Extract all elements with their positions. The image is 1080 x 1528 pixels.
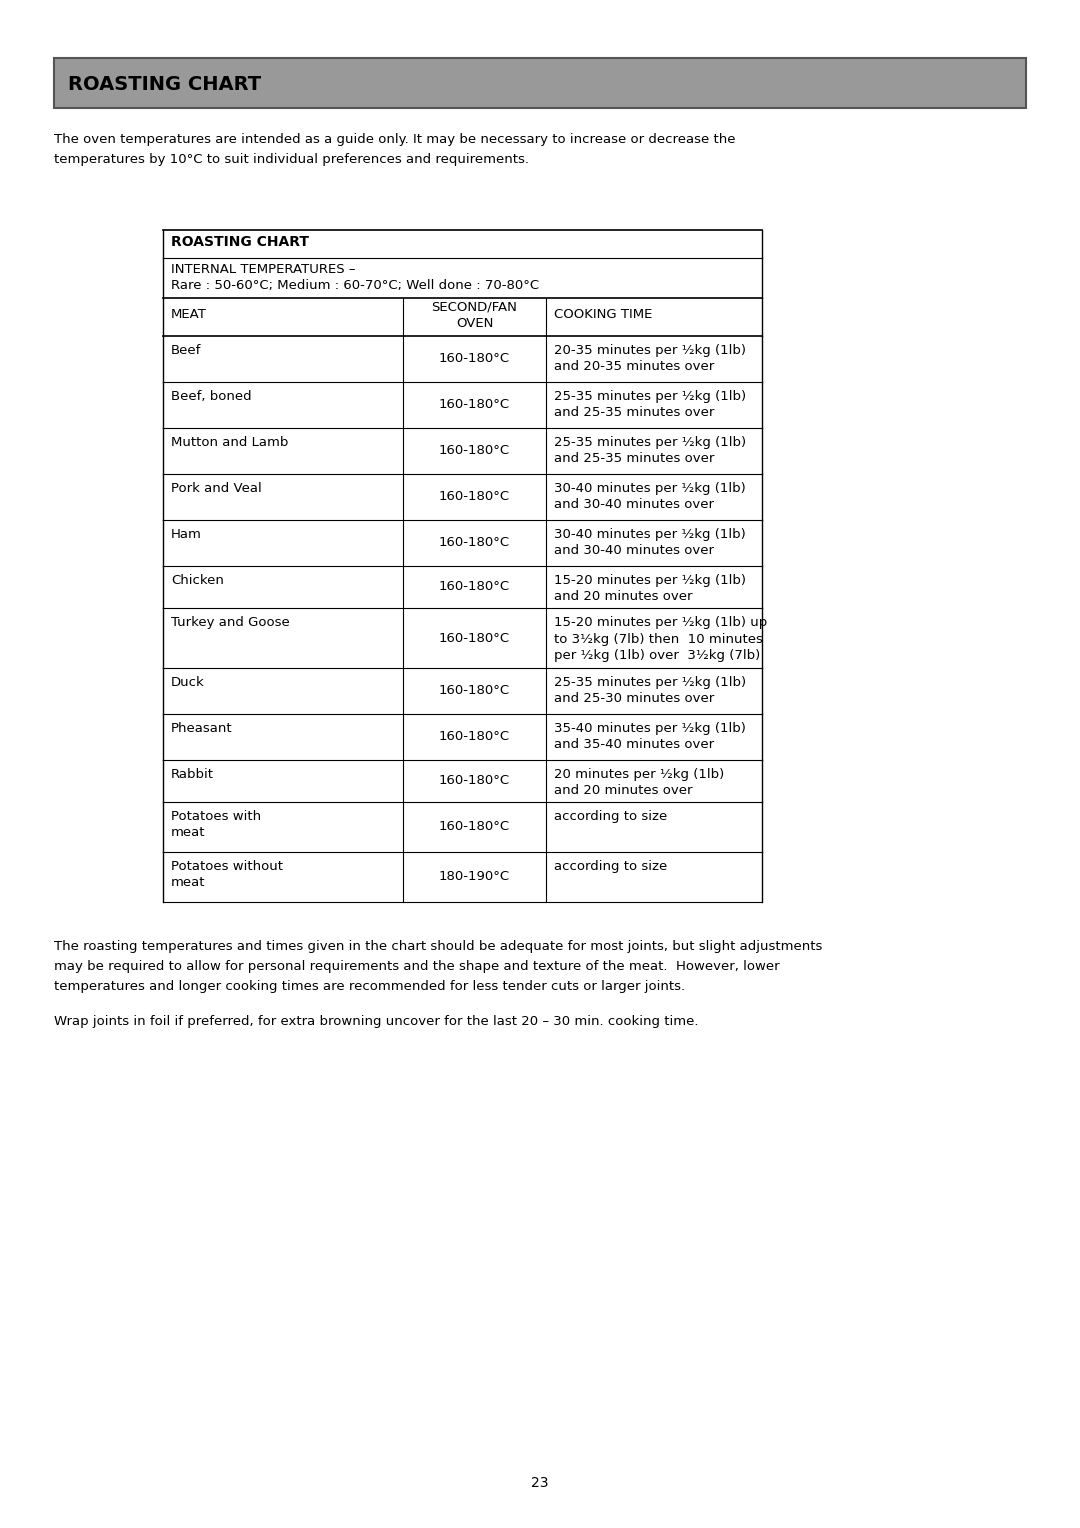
Text: according to size: according to size [554,810,667,824]
Text: MEAT: MEAT [171,309,207,321]
Text: The oven temperatures are intended as a guide only. It may be necessary to incre: The oven temperatures are intended as a … [54,133,735,147]
Text: Turkey and Goose: Turkey and Goose [171,616,289,630]
Text: may be required to allow for personal requirements and the shape and texture of : may be required to allow for personal re… [54,960,780,973]
Text: 160-180°C: 160-180°C [438,399,510,411]
Text: 160-180°C: 160-180°C [438,685,510,697]
Text: ROASTING CHART: ROASTING CHART [171,235,309,249]
Text: 15-20 minutes per ½kg (1lb) up
to 3½kg (7lb) then  10 minutes
per ½kg (1lb) over: 15-20 minutes per ½kg (1lb) up to 3½kg (… [554,616,768,662]
Text: Wrap joints in foil if preferred, for extra browning uncover for the last 20 – 3: Wrap joints in foil if preferred, for ex… [54,1015,699,1028]
Text: 160-180°C: 160-180°C [438,490,510,504]
Text: Pork and Veal: Pork and Veal [171,481,261,495]
Text: INTERNAL TEMPERATURES –: INTERNAL TEMPERATURES – [171,263,355,277]
Text: Beef, boned: Beef, boned [171,390,252,403]
Text: Mutton and Lamb: Mutton and Lamb [171,435,288,449]
Text: SECOND/FAN
OVEN: SECOND/FAN OVEN [432,299,517,330]
Text: 25-35 minutes per ½kg (1lb)
and 25-35 minutes over: 25-35 minutes per ½kg (1lb) and 25-35 mi… [554,435,746,466]
Text: 15-20 minutes per ½kg (1lb)
and 20 minutes over: 15-20 minutes per ½kg (1lb) and 20 minut… [554,575,746,604]
Text: 35-40 minutes per ½kg (1lb)
and 35-40 minutes over: 35-40 minutes per ½kg (1lb) and 35-40 mi… [554,723,746,752]
Text: Potatoes with
meat: Potatoes with meat [171,810,261,839]
Text: ROASTING CHART: ROASTING CHART [68,75,261,93]
Text: 25-35 minutes per ½kg (1lb)
and 25-30 minutes over: 25-35 minutes per ½kg (1lb) and 25-30 mi… [554,675,746,706]
Text: 160-180°C: 160-180°C [438,631,510,645]
Text: COOKING TIME: COOKING TIME [554,309,652,321]
Text: Potatoes without
meat: Potatoes without meat [171,860,283,889]
Text: 160-180°C: 160-180°C [438,353,510,365]
Text: Rabbit: Rabbit [171,769,214,781]
Text: Pheasant: Pheasant [171,723,232,735]
Text: Ham: Ham [171,529,202,541]
Text: 20 minutes per ½kg (1lb)
and 20 minutes over: 20 minutes per ½kg (1lb) and 20 minutes … [554,769,725,798]
Text: Beef: Beef [171,344,201,358]
Text: according to size: according to size [554,860,667,872]
Text: temperatures by 10°C to suit individual preferences and requirements.: temperatures by 10°C to suit individual … [54,153,529,167]
Text: 23: 23 [531,1476,549,1490]
Text: 30-40 minutes per ½kg (1lb)
and 30-40 minutes over: 30-40 minutes per ½kg (1lb) and 30-40 mi… [554,529,746,558]
Text: Chicken: Chicken [171,575,224,587]
Text: 160-180°C: 160-180°C [438,821,510,833]
Text: Duck: Duck [171,675,205,689]
Text: 180-190°C: 180-190°C [438,871,510,883]
Text: 160-180°C: 160-180°C [438,445,510,457]
Bar [54,58,1026,108]
Text: 160-180°C: 160-180°C [438,730,510,744]
Text: 30-40 minutes per ½kg (1lb)
and 30-40 minutes over: 30-40 minutes per ½kg (1lb) and 30-40 mi… [554,481,746,512]
Text: The roasting temperatures and times given in the chart should be adequate for mo: The roasting temperatures and times give… [54,940,822,953]
Text: Rare : 50-60°C; Medium : 60-70°C; Well done : 70-80°C: Rare : 50-60°C; Medium : 60-70°C; Well d… [171,280,539,292]
Text: 160-180°C: 160-180°C [438,581,510,593]
Text: 25-35 minutes per ½kg (1lb)
and 25-35 minutes over: 25-35 minutes per ½kg (1lb) and 25-35 mi… [554,390,746,420]
Text: 160-180°C: 160-180°C [438,775,510,787]
Text: 160-180°C: 160-180°C [438,536,510,550]
Text: temperatures and longer cooking times are recommended for less tender cuts or la: temperatures and longer cooking times ar… [54,979,685,993]
Text: 20-35 minutes per ½kg (1lb)
and 20-35 minutes over: 20-35 minutes per ½kg (1lb) and 20-35 mi… [554,344,746,373]
